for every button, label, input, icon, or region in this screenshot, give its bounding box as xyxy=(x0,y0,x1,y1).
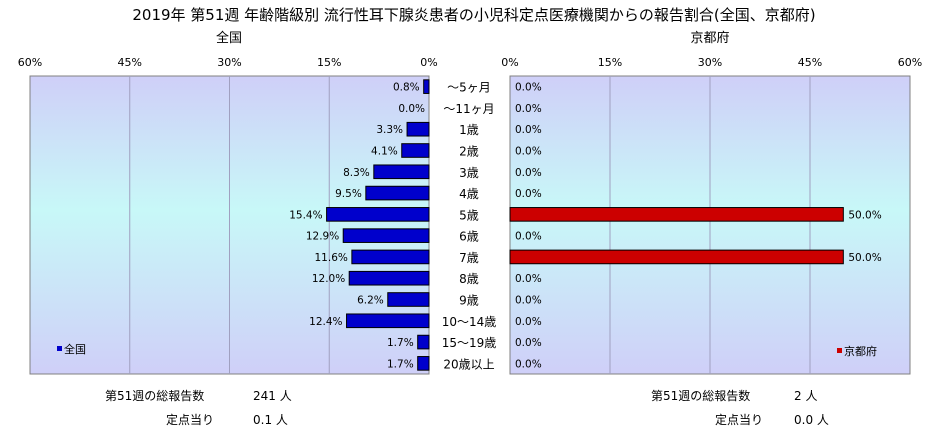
left-tick-label: 60% xyxy=(18,56,42,69)
data-label-nation: 1.7% xyxy=(387,337,414,349)
data-label-nation: 12.4% xyxy=(309,316,342,328)
data-label-kyoto: 50.0% xyxy=(848,252,881,264)
data-label-nation: 9.5% xyxy=(335,188,362,200)
footer-right-total-label: 第51週の総報告数 xyxy=(651,388,750,403)
left-tick-label: 15% xyxy=(317,56,341,69)
bar-kyoto xyxy=(509,207,844,222)
data-label-kyoto: 0.0% xyxy=(515,273,542,285)
legend-left-swatch xyxy=(57,346,62,351)
data-label-kyoto: 0.0% xyxy=(515,316,542,328)
category-label: 1歳 xyxy=(459,123,479,137)
category-label: 10〜14歳 xyxy=(442,315,497,329)
category-label: 20歳以上 xyxy=(443,357,494,371)
left-tick-label: 0% xyxy=(420,56,437,69)
bar-nation xyxy=(326,207,430,222)
legend-left-label: 全国 xyxy=(64,342,86,356)
data-label-kyoto: 0.0% xyxy=(515,337,542,349)
data-label-kyoto: 0.0% xyxy=(515,167,542,179)
right-tick-label: 0% xyxy=(501,56,518,69)
bar-kyoto xyxy=(509,249,844,265)
left-tick-label: 30% xyxy=(217,56,241,69)
bar-nation xyxy=(401,143,430,158)
footer-right-per-value: 0.0 人 xyxy=(794,413,829,427)
left-tick-label: 45% xyxy=(118,56,142,69)
footer-left-total-value: 241 人 xyxy=(253,389,292,403)
legend-right-swatch xyxy=(837,348,842,353)
data-label-nation: 15.4% xyxy=(289,209,322,221)
right-tick-label: 15% xyxy=(598,56,622,69)
data-label-kyoto: 0.0% xyxy=(515,124,542,136)
category-label: 3歳 xyxy=(459,166,479,180)
category-label: 6歳 xyxy=(459,230,479,244)
footer-right-per-label: 定点当り xyxy=(715,412,763,427)
footer-left-total-label: 第51週の総報告数 xyxy=(105,388,204,403)
category-label: 〜5ヶ月 xyxy=(447,81,491,95)
data-label-kyoto: 0.0% xyxy=(515,82,542,94)
category-label: 8歳 xyxy=(459,272,479,286)
data-label-nation: 8.3% xyxy=(343,167,370,179)
footer-right: 第51週の総報告数 2 人 定点当り 0.0 人 xyxy=(651,388,829,427)
bar-nation xyxy=(417,334,430,350)
bar-nation xyxy=(387,292,430,307)
data-label-nation: 12.9% xyxy=(306,231,339,243)
right-tick-label: 60% xyxy=(898,56,922,69)
data-label-nation: 11.6% xyxy=(315,252,348,264)
bar-nation xyxy=(346,313,430,329)
bar-nation xyxy=(423,79,430,94)
data-label-kyoto: 0.0% xyxy=(515,188,542,200)
bar-nation xyxy=(342,228,430,243)
data-label-nation: 6.2% xyxy=(357,295,384,307)
footer-left-per-label: 定点当り xyxy=(166,412,214,427)
footer-right-total-value: 2 人 xyxy=(794,389,817,403)
data-label-nation: 12.0% xyxy=(312,273,345,285)
right-panel-title: 京都府 xyxy=(690,31,729,46)
data-label-kyoto: 0.0% xyxy=(515,231,542,243)
data-label-nation: 0.8% xyxy=(393,82,420,94)
data-label-kyoto: 50.0% xyxy=(848,209,881,221)
category-label: 2歳 xyxy=(459,145,479,159)
bar-nation xyxy=(373,164,430,180)
bar-nation xyxy=(348,270,430,286)
data-label-kyoto: 0.0% xyxy=(515,146,542,158)
legend-left: 全国 xyxy=(57,342,86,356)
data-label-nation: 4.1% xyxy=(371,146,398,158)
legend-right-label: 京都府 xyxy=(844,344,877,358)
right-tick-label: 30% xyxy=(698,56,722,69)
category-label: 9歳 xyxy=(459,294,479,308)
chart-title: 2019年 第51週 年齢階級別 流行性耳下腺炎患者の小児科定点医療機関からの報… xyxy=(132,6,815,24)
data-label-kyoto: 0.0% xyxy=(515,295,542,307)
category-label: 4歳 xyxy=(459,187,479,201)
data-label-nation: 1.7% xyxy=(387,358,414,370)
bar-nation xyxy=(365,185,430,201)
legend-right: 京都府 xyxy=(837,344,877,358)
data-label-nation: 0.0% xyxy=(398,103,425,115)
data-label-kyoto: 0.0% xyxy=(515,103,542,115)
footer-left-per-value: 0.1 人 xyxy=(253,413,288,427)
bar-nation xyxy=(417,356,430,371)
footer-left: 第51週の総報告数 241 人 定点当り 0.1 人 xyxy=(105,388,292,427)
category-label: 15〜19歳 xyxy=(442,336,497,350)
category-label: 5歳 xyxy=(459,208,479,222)
bar-nation xyxy=(406,121,430,137)
right-tick-label: 45% xyxy=(798,56,822,69)
bar-nation xyxy=(351,249,430,265)
left-panel-title: 全国 xyxy=(216,30,242,46)
category-label: 7歳 xyxy=(459,251,479,265)
data-label-kyoto: 0.0% xyxy=(515,358,542,370)
category-label: 〜11ヶ月 xyxy=(443,102,494,116)
data-label-nation: 3.3% xyxy=(376,124,403,136)
